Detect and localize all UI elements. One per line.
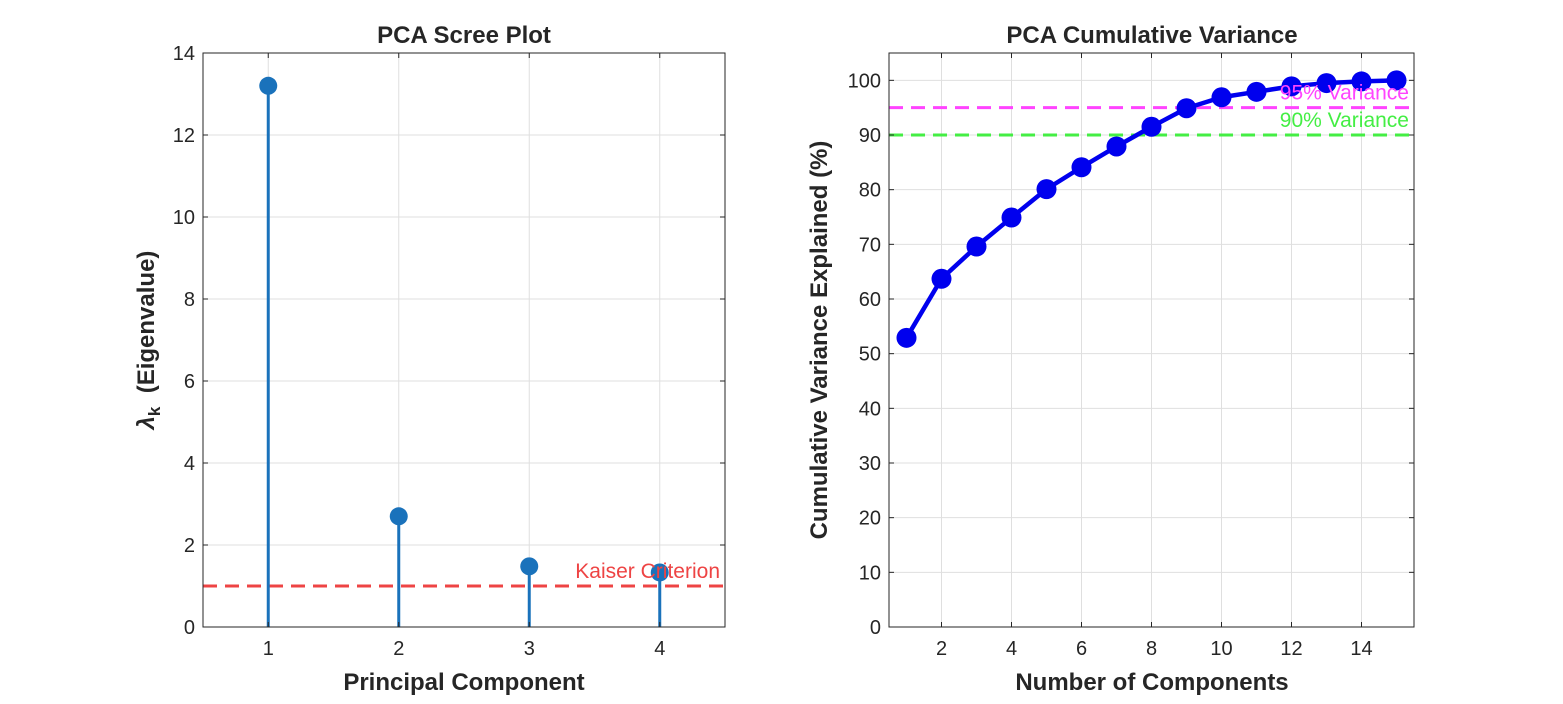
cumvar-y-tick-label: 70 xyxy=(859,234,881,256)
scree-y-axis-label: λk (Eigenvalue) xyxy=(133,251,164,432)
cumvar-reference-label: 95% Variance xyxy=(1280,82,1409,105)
cumvar-marker xyxy=(931,268,952,289)
cumulative-variance-panel: 95% Variance 90% Variance 2 4 6 8 10 12 14 0 10 20… xyxy=(806,22,1415,696)
scree-stem-marker xyxy=(520,557,539,576)
scree-x-tick-label: 1 xyxy=(263,638,274,660)
cumvar-marker xyxy=(1071,157,1092,178)
cumvar-y-tick-label: 100 xyxy=(848,70,881,92)
scree-y-tick-label: 14 xyxy=(173,43,195,65)
cumvar-marker xyxy=(1036,179,1057,200)
cumvar-marker xyxy=(1211,87,1232,108)
cumvar-marker xyxy=(1176,98,1197,119)
scree-y-tick-label: 4 xyxy=(184,453,195,475)
cumvar-y-tick-label: 90 xyxy=(859,125,881,147)
cumvar-marker xyxy=(1141,116,1162,137)
cumvar-reference-label: 90% Variance xyxy=(1280,109,1409,132)
cumvar-x-axis-label: Number of Components xyxy=(1015,669,1288,696)
cumvar-x-tick-label: 12 xyxy=(1280,638,1302,660)
cumvar-marker xyxy=(1351,71,1372,92)
cumvar-marker xyxy=(1246,81,1267,102)
scree-y-label-lambda: λ xyxy=(133,416,160,431)
cumvar-marker xyxy=(1386,70,1407,91)
cumvar-ticks: 2 4 6 8 10 12 14 0 10 20 30 40 50 60 70 80 90 100 xyxy=(848,53,1414,660)
scree-y-tick-label: 12 xyxy=(173,125,195,147)
cumvar-y-tick-label: 50 xyxy=(859,344,881,366)
scree-stem-marker xyxy=(650,563,669,582)
cumvar-marker xyxy=(1001,207,1022,228)
cumvar-marker xyxy=(1281,76,1302,97)
cumvar-grid xyxy=(889,53,1414,628)
cumvar-y-axis-label: Cumulative Variance Explained (%) xyxy=(806,141,833,540)
scree-axes-frame xyxy=(202,52,726,628)
cumvar-x-tick-label: 8 xyxy=(1146,638,1157,660)
scree-stem-marker xyxy=(389,507,408,526)
scree-y-label-subscript: k xyxy=(145,406,164,416)
scree-y-tick-label: 10 xyxy=(173,207,195,229)
scree-y-label-text: (Eigenvalue) xyxy=(133,251,160,407)
scree-y-tick-label: 0 xyxy=(184,617,195,639)
cumvar-y-tick-label: 60 xyxy=(859,289,881,311)
scree-y-tick-label: 6 xyxy=(184,371,195,393)
cumvar-y-tick-label: 40 xyxy=(859,398,881,420)
cumvar-y-tick-label: 20 xyxy=(859,508,881,530)
cumvar-x-tick-label: 2 xyxy=(936,638,947,660)
cumvar-marker xyxy=(1316,73,1337,94)
scree-x-tick-label: 3 xyxy=(524,638,535,660)
cumvar-x-tick-label: 6 xyxy=(1076,638,1087,660)
cumvar-marker xyxy=(966,236,987,257)
cumvar-y-tick-label: 80 xyxy=(859,180,881,202)
scree-grid xyxy=(203,52,725,628)
cumvar-y-tick-label: 0 xyxy=(870,617,881,639)
cumvar-marker xyxy=(896,327,917,348)
scree-y-tick-label: 8 xyxy=(184,289,195,311)
cumvar-x-tick-label: 4 xyxy=(1006,638,1017,660)
cumvar-y-tick-label: 10 xyxy=(859,562,881,584)
scree-reference-label: Kaiser Criterion xyxy=(575,560,720,583)
scree-x-axis-label: Principal Component xyxy=(343,669,584,696)
cumvar-marker xyxy=(1106,136,1127,157)
scree-x-tick-label: 4 xyxy=(654,638,665,660)
scree-stems: Kaiser Criterion xyxy=(259,76,720,627)
scree-title: PCA Scree Plot xyxy=(377,22,551,49)
scree-stem-marker xyxy=(259,76,278,95)
cumvar-x-tick-label: 10 xyxy=(1210,638,1232,660)
scree-y-tick-label: 2 xyxy=(184,535,195,557)
cumvar-x-tick-label: 14 xyxy=(1350,638,1372,660)
cumvar-y-tick-label: 30 xyxy=(859,453,881,475)
scree-x-tick-label: 2 xyxy=(393,638,404,660)
cumvar-title: PCA Cumulative Variance xyxy=(1006,22,1297,49)
cumvar-series: 95% Variance 90% Variance xyxy=(896,70,1409,348)
